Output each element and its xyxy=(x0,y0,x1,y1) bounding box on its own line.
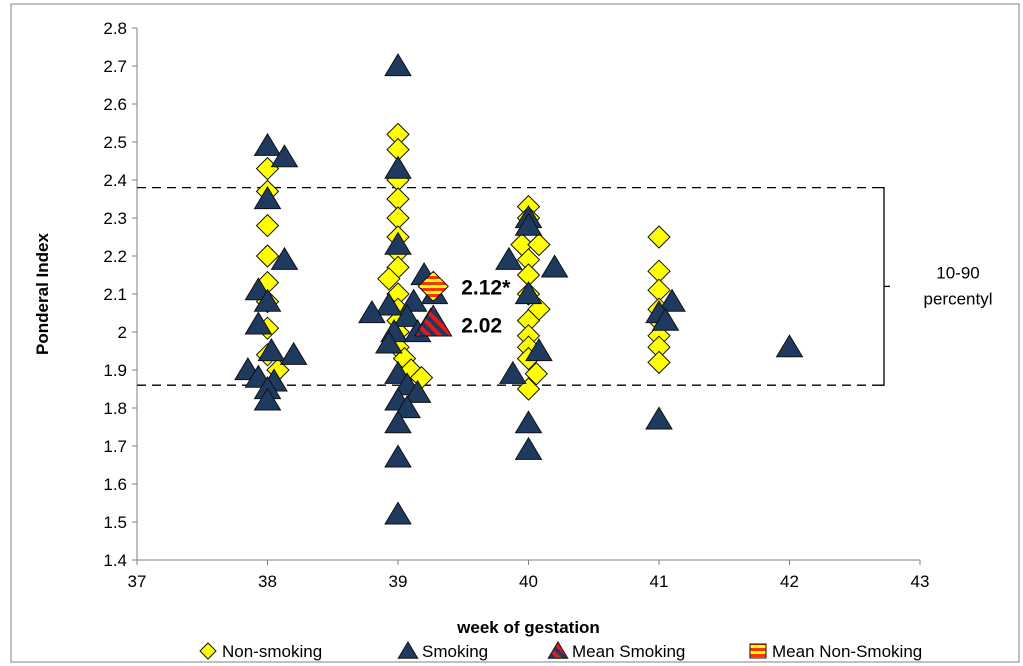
point-smoking xyxy=(257,338,286,362)
point-smoking xyxy=(540,254,569,278)
point-smoking xyxy=(270,246,299,270)
legend-label: Mean Non-Smoking xyxy=(772,642,922,661)
y-tick-label: 2.7 xyxy=(103,57,127,76)
point-smoking xyxy=(253,132,282,156)
y-tick-label: 2.4 xyxy=(103,171,127,190)
y-tick-label: 2.5 xyxy=(103,133,127,152)
point-smoking xyxy=(514,436,543,460)
y-tick-label: 1.4 xyxy=(103,551,127,570)
point-smoking xyxy=(384,53,412,77)
x-axis-title: week of gestation xyxy=(456,618,600,637)
y-tick-label: 1.7 xyxy=(103,437,127,456)
point-smoking xyxy=(384,444,412,468)
x-tick-label: 40 xyxy=(519,572,538,591)
point-non-smoking xyxy=(527,232,551,257)
x-tick-label: 38 xyxy=(258,572,277,591)
legend-label: Mean Smoking xyxy=(572,642,685,661)
point-smoking xyxy=(270,144,299,168)
legend-marker-non-smoking xyxy=(199,642,217,660)
point-smoking xyxy=(358,300,386,324)
point-smoking xyxy=(253,387,282,411)
point-smoking xyxy=(384,231,412,255)
point-smoking xyxy=(384,155,412,179)
x-tick-label: 37 xyxy=(128,572,147,591)
legend-marker-mean-smoking xyxy=(547,641,569,659)
legend-label: Non-smoking xyxy=(222,642,322,661)
y-axis-title: Ponderal Index xyxy=(33,233,52,355)
data-annotation: 2.12* xyxy=(461,276,511,299)
point-smoking xyxy=(514,281,543,305)
point-non-smoking xyxy=(255,213,280,238)
y-tick-label: 1.8 xyxy=(103,399,127,418)
y-tick-label: 2.6 xyxy=(103,95,127,114)
chart-frame xyxy=(10,3,1020,663)
point-smoking xyxy=(375,292,403,316)
point-smoking xyxy=(525,338,553,362)
labels: 1.4 1.5 1.6 1.7 1.8 1.9 2 2.1 2.2 2.3 2.4 2.5 2.6 2.7… xyxy=(33,19,992,661)
x-tick-label: 39 xyxy=(389,572,408,591)
data-annotation: 2.02 xyxy=(461,314,502,337)
legend-marker-mean-non-smoking xyxy=(749,643,767,659)
y-tick-label: 2.3 xyxy=(103,209,127,228)
bracket-label-line2: percentyl xyxy=(924,289,993,308)
legend-label: Smoking xyxy=(422,642,488,661)
point-smoking xyxy=(645,406,673,430)
point-smoking xyxy=(375,330,403,354)
point-smoking xyxy=(244,311,273,335)
y-tick-label: 2.8 xyxy=(103,19,127,38)
point-smoking xyxy=(253,288,282,312)
point-non-smoking xyxy=(647,350,671,375)
point-smoking xyxy=(775,334,804,358)
point-smoking xyxy=(393,395,421,419)
y-tick-label: 2 xyxy=(118,323,127,342)
point-smoking xyxy=(495,246,523,270)
point-smoking xyxy=(498,360,527,384)
point-smoking xyxy=(403,379,432,403)
point-smoking xyxy=(384,410,412,434)
y-tick-label: 1.9 xyxy=(103,361,127,380)
point-mean-smoking xyxy=(413,304,453,337)
point-non-smoking xyxy=(255,244,280,268)
y-tick-label: 2.1 xyxy=(103,285,127,304)
y-tick-label: 2.2 xyxy=(103,247,127,266)
point-smoking xyxy=(651,307,680,331)
x-tick-label: 42 xyxy=(780,572,799,591)
point-mean-non-smoking xyxy=(417,270,449,303)
point-smoking xyxy=(514,410,543,434)
point-smoking xyxy=(279,341,308,365)
data-marks xyxy=(199,53,804,660)
y-tick-label: 1.5 xyxy=(103,513,127,532)
point-non-smoking xyxy=(647,225,671,249)
legend-marker-smoking xyxy=(397,641,419,659)
point-smoking xyxy=(514,212,543,236)
bracket-label-line1: 10-90 xyxy=(936,263,979,282)
x-tick-label: 41 xyxy=(650,572,669,591)
y-tick-label: 1.6 xyxy=(103,475,127,494)
point-smoking xyxy=(253,186,282,210)
x-tick-label: 43 xyxy=(911,572,930,591)
point-non-smoking xyxy=(524,362,549,386)
point-smoking xyxy=(393,303,421,327)
point-smoking xyxy=(658,288,686,312)
point-smoking xyxy=(384,501,412,525)
point-non-smoking xyxy=(377,267,401,291)
